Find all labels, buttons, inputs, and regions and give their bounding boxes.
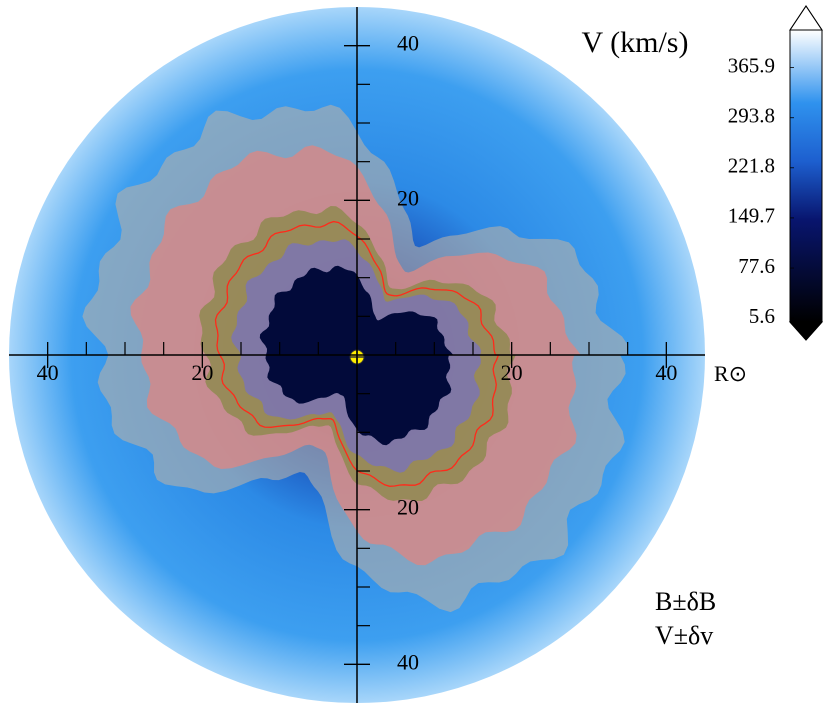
colorbar-bottom-arrow	[788, 321, 824, 341]
colorbar-tick-label: 293.8	[728, 104, 775, 128]
colorbar-tick-label: 149.7	[728, 204, 775, 228]
x-tick-label: 20	[191, 360, 213, 385]
y-tick-label: 40	[397, 31, 419, 56]
legend-entry: B±δB	[655, 587, 716, 616]
colorbar	[790, 30, 822, 322]
x-axis-label: R⊙	[714, 361, 747, 386]
y-tick-label: 20	[397, 185, 419, 210]
legend: B±δB V±δv	[655, 587, 716, 650]
x-tick-label: 40	[655, 360, 677, 385]
legend-entry: V±δv	[655, 621, 713, 650]
colorbar-tick-label: 77.6	[738, 254, 775, 278]
x-tick-label: 40	[37, 360, 59, 385]
colorbar-tick-label: 221.8	[728, 154, 775, 178]
colorbar-frame	[789, 5, 823, 341]
colorbar-title: V (km/s)	[582, 26, 689, 59]
colorbar-tick-label: 365.9	[728, 53, 775, 77]
y-tick-label: 40	[397, 649, 419, 674]
colorbar-top-arrow	[789, 5, 823, 31]
y-tick-label: 20	[397, 495, 419, 520]
x-tick-label: 20	[501, 360, 523, 385]
colorbar-tick-label: 5.6	[749, 304, 775, 328]
contour-line	[214, 220, 500, 487]
